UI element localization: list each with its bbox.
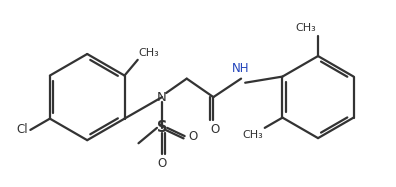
- Text: Cl: Cl: [17, 123, 28, 137]
- Text: O: O: [189, 130, 198, 142]
- Text: CH₃: CH₃: [242, 130, 263, 140]
- Text: CH₃: CH₃: [295, 24, 316, 33]
- Text: S: S: [157, 120, 168, 135]
- Text: NH: NH: [232, 62, 250, 75]
- Text: O: O: [158, 157, 167, 170]
- Text: O: O: [211, 123, 220, 136]
- Text: CH₃: CH₃: [139, 48, 160, 58]
- Text: N: N: [157, 91, 167, 104]
